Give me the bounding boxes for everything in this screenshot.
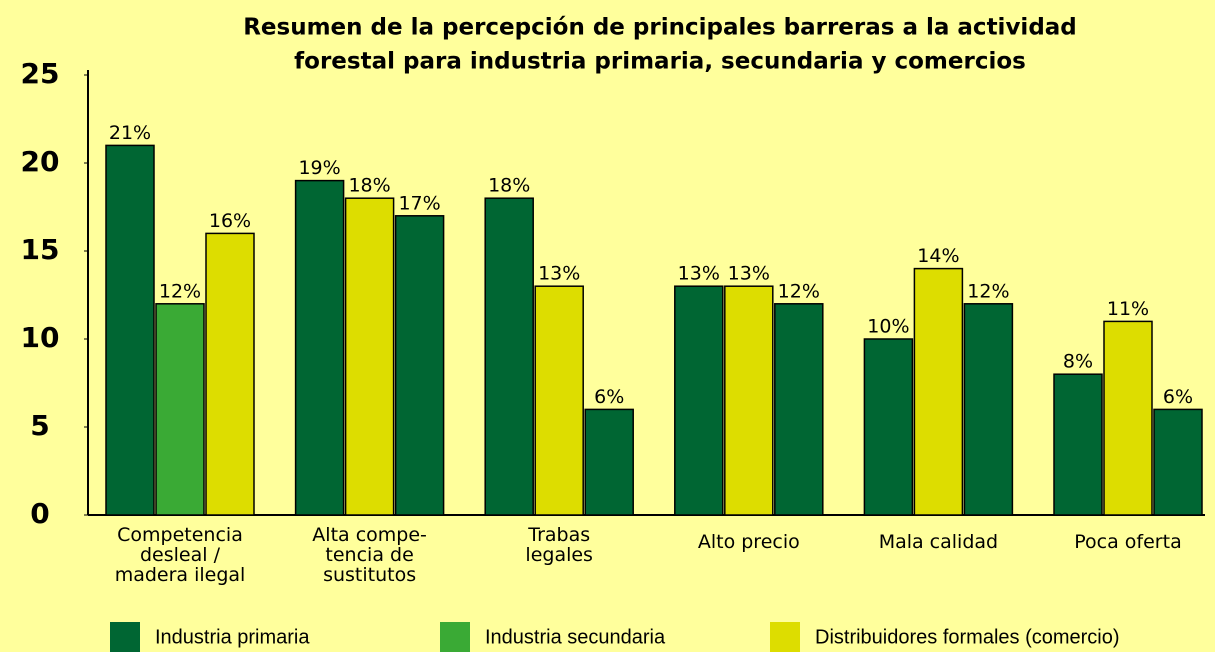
value-label: 18% [488, 175, 530, 197]
y-tick-label: 15 [21, 233, 60, 266]
y-tick-label: 0 [30, 497, 49, 530]
y-tick-label: 25 [21, 57, 60, 90]
value-label: 10% [867, 316, 909, 338]
legend-swatch [110, 622, 140, 652]
legend-swatch [770, 622, 800, 652]
bar [863, 338, 914, 516]
value-label: 17% [398, 192, 440, 214]
value-label: 12% [778, 280, 820, 302]
value-label: 18% [348, 175, 390, 197]
x-tick-label: Mala calidad [879, 531, 998, 553]
value-label: 12% [159, 280, 201, 302]
value-label: 11% [1107, 298, 1149, 320]
value-label: 14% [917, 245, 959, 267]
bar [1103, 320, 1153, 516]
bar [534, 285, 584, 516]
value-label: 12% [967, 280, 1009, 302]
chart-title: forestal para industria primaria, secund… [294, 49, 1026, 75]
bar [205, 232, 255, 516]
y-tick-label: 10 [21, 321, 60, 354]
legend-label: Industria secundaria [485, 626, 666, 648]
value-label: 6% [594, 386, 624, 408]
bar [394, 215, 445, 516]
value-label: 6% [1163, 386, 1193, 408]
bar [155, 303, 205, 516]
x-tick-label: Alta compe-tencia de sustitutos [312, 524, 427, 586]
x-tick-label: Poca oferta [1074, 531, 1181, 553]
x-tick-label: Competencia desleal / madera ilegal [115, 524, 246, 586]
bar [294, 179, 345, 516]
legend-label: Industria primaria [155, 626, 310, 648]
value-label: 13% [538, 263, 580, 285]
value-label: 8% [1063, 351, 1093, 373]
bar [1053, 373, 1103, 516]
value-label: 16% [209, 210, 251, 232]
value-label: 13% [728, 263, 770, 285]
x-tick-label: Alto precio [698, 531, 800, 553]
y-tick-label: 20 [21, 145, 60, 178]
legend-label: Distribuidores formales (comercio) [815, 626, 1120, 648]
bar [674, 285, 724, 516]
bar [344, 197, 395, 516]
bar [724, 285, 774, 516]
legend-swatch [440, 622, 470, 652]
bar [105, 144, 155, 516]
bar [774, 303, 824, 516]
value-label: 13% [678, 263, 720, 285]
bar [1153, 408, 1203, 516]
x-tick-label: Trabas legales [525, 524, 593, 566]
bar [584, 408, 634, 516]
bar [913, 267, 964, 516]
bar [484, 197, 534, 516]
y-tick-label: 5 [30, 409, 49, 442]
value-label: 19% [298, 157, 340, 179]
bar [963, 303, 1014, 516]
value-label: 21% [109, 122, 151, 144]
chart-title: Resumen de la percepción de principales … [243, 15, 1077, 41]
